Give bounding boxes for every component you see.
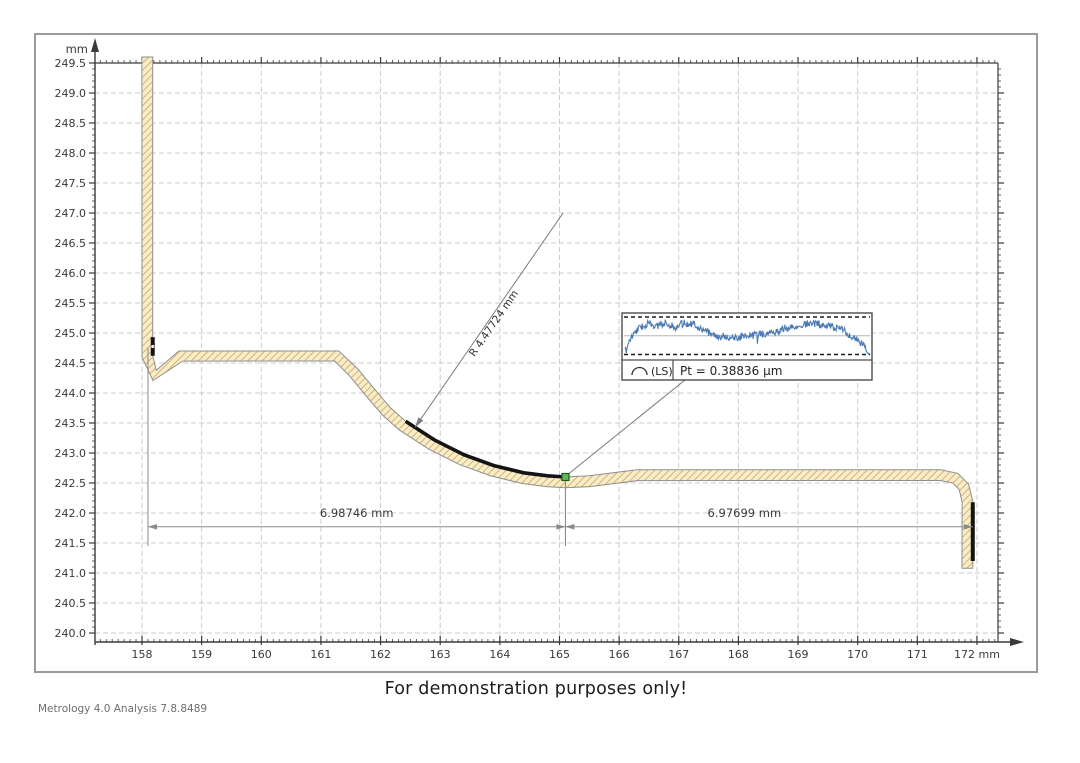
inset-leader-line — [568, 379, 686, 475]
x-tick-label: 165 — [549, 648, 570, 661]
y-tick-label: 249.0 — [55, 87, 87, 100]
highlighted-arc — [404, 419, 566, 479]
y-tick-label: 241.5 — [55, 537, 87, 550]
roughness-trace — [624, 318, 870, 356]
radius-arrowhead — [415, 417, 424, 428]
y-tick-label: 242.5 — [55, 477, 87, 490]
y-tick-label: 240.5 — [55, 597, 87, 610]
y-tick-label: 242.0 — [55, 507, 87, 520]
x-tick-label: 166 — [609, 648, 630, 661]
x-axis-arrow — [1010, 638, 1024, 646]
x-tick-label: 158 — [132, 648, 153, 661]
method-label: (LS) — [651, 365, 673, 378]
y-tick-label: 248.5 — [55, 117, 87, 130]
y-tick-label: 243.0 — [55, 447, 87, 460]
demo-note: For demonstration purposes only! — [384, 679, 688, 699]
arc-method-icon — [631, 366, 648, 376]
wall-mark-dot — [151, 344, 155, 349]
y-tick-label: 246.5 — [55, 237, 87, 250]
x-tick-label: 169 — [788, 648, 809, 661]
x-tick-label: 159 — [191, 648, 212, 661]
pt-result-label: Pt = 0.38836 µm — [680, 364, 782, 378]
y-axis-unit: mm — [66, 42, 88, 56]
x-tick-label: 163 — [430, 648, 451, 661]
dimension-label: 6.98746 mm — [320, 506, 394, 520]
y-tick-label: 243.5 — [55, 417, 87, 430]
x-tick-label: 170 — [847, 648, 868, 661]
x-tick-label: 168 — [728, 648, 749, 661]
x-tick-label: 167 — [668, 648, 689, 661]
y-tick-label: 244.5 — [55, 357, 87, 370]
y-tick-label: 246.0 — [55, 267, 87, 280]
profile-band — [141, 56, 974, 569]
y-axis: mm 240.0 240.5 241.0 241.5 242.0 242.5 243.0 243… — [55, 38, 99, 645]
y-tick-label: 245.5 — [55, 297, 87, 310]
y-axis-arrow — [91, 38, 99, 52]
y-tick-label: 249.5 — [55, 57, 87, 70]
roughness-inset: (LS) Pt = 0.38836 µm — [621, 312, 873, 381]
y-tick-label: 247.5 — [55, 177, 87, 190]
x-tick-label: 162 — [370, 648, 391, 661]
x-tick-label: 172 mm — [954, 648, 1000, 661]
app-version-label: Metrology 4.0 Analysis 7.8.8489 — [38, 703, 208, 715]
x-tick-label: 161 — [310, 648, 331, 661]
y-tick-label: 240.0 — [55, 627, 87, 640]
y-tick-label: 245.0 — [55, 327, 87, 340]
y-tick-label: 244.0 — [55, 387, 87, 400]
x-tick-label: 160 — [251, 648, 272, 661]
x-axis: 158 159 160 161 162 163 164 165 166 167 168 169 170 1… — [95, 636, 1024, 661]
plot-edges — [95, 57, 1004, 642]
y-tick-label: 241.0 — [55, 567, 87, 580]
y-tick-label: 248.0 — [55, 147, 87, 160]
dimension-2: 6.97699 mm — [564, 481, 973, 546]
dimension-label: 6.97699 mm — [708, 506, 782, 520]
x-tick-label: 171 — [907, 648, 928, 661]
y-tick-label: 247.0 — [55, 207, 87, 220]
green-measure-point — [561, 472, 570, 482]
x-tick-label: 164 — [489, 648, 510, 661]
